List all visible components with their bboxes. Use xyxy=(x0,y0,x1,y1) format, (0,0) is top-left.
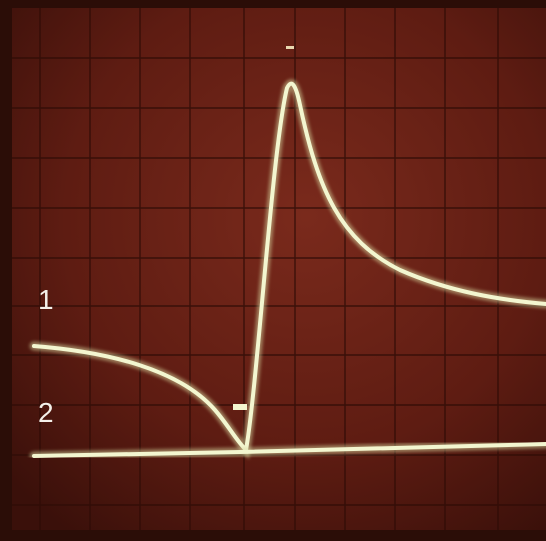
trace-label: 2 xyxy=(38,397,54,428)
trace-2 xyxy=(32,442,546,458)
traces xyxy=(29,46,546,461)
trigger-marker xyxy=(233,404,247,410)
trace-1 xyxy=(32,81,546,455)
trace-label: 1 xyxy=(38,284,54,315)
top-marker xyxy=(286,46,294,49)
